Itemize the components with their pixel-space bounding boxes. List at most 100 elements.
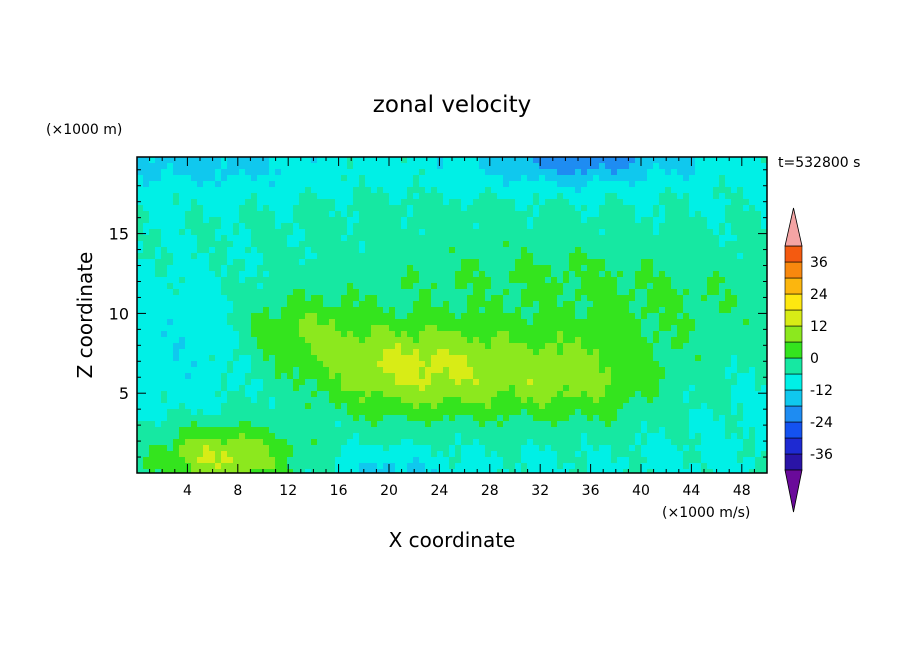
field-cell [245, 235, 252, 242]
field-cell [401, 451, 408, 458]
field-cell [455, 181, 462, 188]
field-cell [209, 319, 216, 326]
field-cell [659, 343, 666, 350]
field-cell [347, 445, 354, 452]
field-cell [557, 217, 564, 224]
field-cell [257, 175, 264, 182]
field-cell [455, 199, 462, 206]
field-cell [155, 181, 162, 188]
field-cell [221, 199, 228, 206]
field-cell [557, 157, 564, 164]
field-cell [647, 271, 654, 278]
field-cell [137, 307, 144, 314]
field-cell [443, 445, 450, 452]
field-cell [161, 199, 168, 206]
field-cell [683, 301, 690, 308]
field-cell [647, 391, 654, 398]
field-cell [161, 319, 168, 326]
field-cell [173, 403, 180, 410]
field-cell [377, 259, 384, 266]
field-cell [245, 331, 252, 338]
field-cell [485, 247, 492, 254]
field-cell [185, 313, 192, 320]
field-cell [527, 349, 534, 356]
field-cell [527, 319, 534, 326]
field-cell [695, 193, 702, 200]
field-cell [521, 361, 528, 368]
field-cell [221, 337, 228, 344]
field-cell [479, 181, 486, 188]
field-cell [209, 361, 216, 368]
field-cell [233, 397, 240, 404]
field-cell [569, 373, 576, 380]
field-cell [659, 445, 666, 452]
field-cell [587, 199, 594, 206]
field-cell [455, 169, 462, 176]
field-cell [239, 217, 246, 224]
field-cell [371, 421, 378, 428]
field-cell [329, 361, 336, 368]
field-cell [467, 463, 474, 470]
field-cell [269, 343, 276, 350]
field-cell [395, 169, 402, 176]
field-cell [635, 451, 642, 458]
field-cell [155, 373, 162, 380]
field-cell [473, 355, 480, 362]
field-cell [425, 199, 432, 206]
field-cell [383, 253, 390, 260]
field-cell [353, 349, 360, 356]
field-cell [293, 463, 300, 470]
field-cell [605, 373, 612, 380]
field-cell [635, 223, 642, 230]
field-cell [149, 241, 156, 248]
field-cell [551, 415, 558, 422]
field-cell [353, 409, 360, 416]
field-cell [149, 361, 156, 368]
field-cell [263, 235, 270, 242]
field-cell [179, 277, 186, 284]
field-cell [689, 331, 696, 338]
field-cell [461, 325, 468, 332]
field-cell [317, 247, 324, 254]
field-cell [179, 355, 186, 362]
field-cell [155, 379, 162, 386]
field-cell [455, 175, 462, 182]
field-cell [275, 271, 282, 278]
field-cell [593, 289, 600, 296]
field-cell [269, 259, 276, 266]
field-cell [623, 445, 630, 452]
field-cell [665, 463, 672, 470]
field-cell [623, 187, 630, 194]
field-cell [269, 361, 276, 368]
field-cell [617, 235, 624, 242]
field-cell [371, 211, 378, 218]
field-cell [167, 421, 174, 428]
field-cell [599, 163, 606, 170]
field-cell [143, 415, 150, 422]
field-cell [503, 331, 510, 338]
field-cell [239, 223, 246, 230]
field-cell [653, 343, 660, 350]
field-cell [497, 277, 504, 284]
field-cell [677, 385, 684, 392]
field-cell [359, 361, 366, 368]
field-cell [515, 343, 522, 350]
field-cell [215, 283, 222, 290]
field-cell [629, 163, 636, 170]
field-cell [659, 247, 666, 254]
field-cell [377, 283, 384, 290]
field-cell [461, 211, 468, 218]
field-cell [443, 265, 450, 272]
field-cell [473, 361, 480, 368]
field-cell [659, 409, 666, 416]
field-cell [689, 259, 696, 266]
field-cell [377, 223, 384, 230]
field-cell [455, 205, 462, 212]
field-cell [599, 367, 606, 374]
field-cell [593, 343, 600, 350]
field-cell [335, 199, 342, 206]
field-cell [611, 241, 618, 248]
field-cell [539, 439, 546, 446]
field-cell [245, 319, 252, 326]
field-cell [575, 283, 582, 290]
